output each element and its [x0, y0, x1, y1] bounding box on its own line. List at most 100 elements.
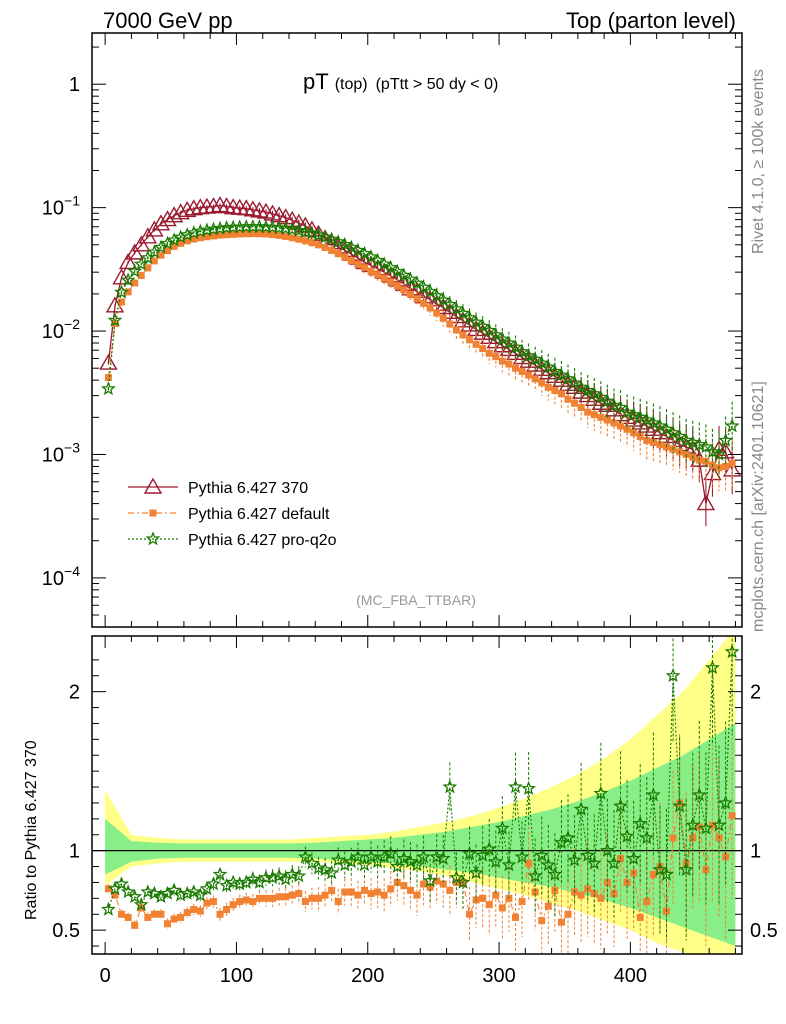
ratio-point-proq2o — [613, 798, 628, 813]
y-tick-label: 10−2 — [42, 316, 80, 343]
ratio-ylabel: Ratio to Pythia 6.427 370 — [23, 740, 40, 920]
y-tick-label: 10−3 — [42, 439, 80, 466]
ratio-point-default — [144, 913, 152, 921]
point-s370 — [217, 197, 236, 214]
main-plot-frame — [91, 32, 743, 628]
point-proq2o — [317, 229, 333, 244]
ratio-point-default — [433, 877, 441, 885]
ratio-point-default — [249, 898, 257, 906]
point-proq2o — [278, 220, 294, 236]
rivet-version-label: Rivet 4.1.0, ≥ 100k events — [750, 69, 767, 254]
ratio-point-default — [577, 891, 585, 899]
point-proq2o — [396, 267, 412, 282]
point-default — [164, 247, 172, 255]
plot-title-sub2: (pTtt > 50 dy < 0) — [376, 76, 499, 93]
point-proq2o — [600, 393, 615, 408]
legend-label-s370: Pythia 6.427 370 — [188, 480, 308, 497]
ratio-point-default — [315, 894, 323, 902]
ratio-point-default — [406, 886, 414, 894]
point-default — [511, 364, 519, 372]
point-s370 — [210, 196, 230, 213]
series-default — [104, 230, 736, 492]
point-proq2o — [449, 301, 464, 316]
point-proq2o — [646, 415, 661, 430]
ratio-point-proq2o — [186, 884, 202, 899]
point-proq2o — [284, 221, 300, 236]
ratio-point-default — [728, 812, 736, 820]
ratio-point-default — [485, 901, 493, 909]
ratio-point-proq2o — [107, 880, 123, 896]
point-proq2o — [678, 432, 694, 447]
ratio-point-proq2o — [127, 889, 143, 904]
point-default — [656, 441, 664, 449]
ratio-point-default — [170, 915, 178, 923]
point-proq2o — [494, 331, 510, 346]
ratio-point-default — [288, 891, 296, 899]
point-default — [426, 304, 434, 312]
ratio-point-default — [124, 913, 132, 921]
point-default — [571, 399, 579, 407]
point-proq2o — [672, 428, 687, 443]
point-proq2o — [652, 418, 668, 433]
ratio-point-proq2o — [370, 853, 385, 869]
ratio-point-proq2o — [245, 871, 261, 886]
point-default — [610, 419, 618, 427]
point-proq2o — [626, 406, 642, 422]
point-s370 — [125, 243, 144, 260]
point-default — [203, 233, 211, 241]
point-default — [282, 232, 290, 240]
ratio-series-layer — [101, 636, 740, 954]
ratio-point-proq2o — [685, 817, 701, 832]
ratio-point-default — [479, 894, 487, 902]
ratio-point-default — [597, 894, 605, 902]
ratio-point-proq2o — [317, 861, 333, 877]
ratio-point-default — [367, 890, 375, 898]
ratio-point-proq2o — [271, 868, 287, 883]
x-tick-label: 400 — [614, 965, 647, 987]
ratio-point-default — [360, 886, 368, 894]
point-default — [137, 271, 145, 279]
ratio-axes: 0.5 0.5 1 1 2 2 0 100 200 300 400 — [52, 636, 778, 987]
ratio-point-proq2o — [311, 860, 326, 875]
ratio-point-default — [301, 898, 309, 906]
ratio-point-proq2o — [298, 849, 313, 864]
ratio-point-proq2o — [232, 876, 248, 891]
legend-marker-default — [149, 509, 157, 517]
point-default — [354, 260, 362, 268]
point-default — [341, 253, 349, 261]
point-proq2o — [357, 245, 372, 260]
point-default — [413, 295, 421, 303]
point-default — [236, 230, 244, 238]
ratio-point-proq2o — [580, 847, 596, 862]
ratio-point-proq2o — [698, 820, 714, 835]
ratio-point-proq2o — [553, 834, 569, 850]
ratio-point-proq2o — [468, 865, 484, 880]
ratio-point-proq2o — [442, 779, 458, 794]
point-proq2o — [114, 284, 130, 299]
ratio-point-default — [111, 891, 119, 899]
ratio-point-default — [603, 878, 611, 886]
ratio-point-default — [275, 893, 283, 901]
ratio-point-proq2o — [678, 861, 694, 877]
ratio-y-tick-label-right: 2 — [750, 682, 761, 704]
point-default — [643, 436, 651, 444]
point-default — [551, 386, 559, 394]
series-line-s370 — [107, 204, 733, 504]
point-s370 — [184, 199, 203, 216]
ratio-point-proq2o — [396, 850, 412, 865]
y-tick-label: 1 — [69, 74, 80, 96]
ratio-point-default — [223, 905, 231, 913]
ratio-point-default — [610, 890, 618, 898]
point-proq2o — [212, 220, 228, 235]
ratio-point-default — [525, 859, 533, 867]
point-default — [590, 411, 598, 419]
point-proq2o — [304, 225, 320, 240]
ratio-point-default — [590, 890, 598, 898]
ratio-point-proq2o — [540, 857, 556, 872]
ratio-point-default — [157, 910, 165, 918]
point-default — [288, 234, 296, 242]
ratio-point-default — [531, 888, 539, 896]
ratio-point-proq2o — [665, 668, 681, 683]
point-default — [360, 264, 368, 272]
point-default — [328, 246, 336, 254]
